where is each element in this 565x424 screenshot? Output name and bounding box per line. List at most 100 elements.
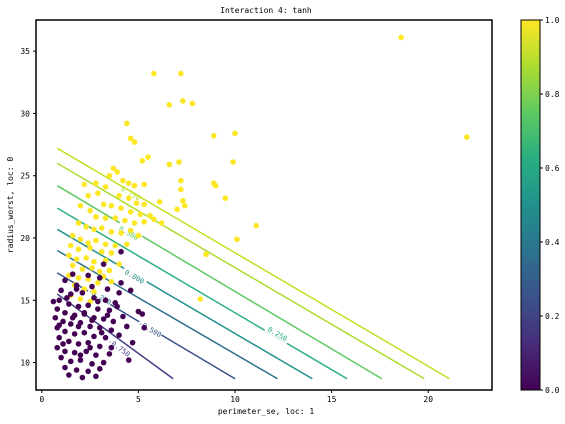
point-class-0 [79, 374, 86, 381]
point-class-0 [85, 339, 91, 346]
point-class-0 [67, 358, 74, 365]
point-class-0 [98, 329, 105, 336]
point-class-1 [118, 230, 124, 236]
point-class-1 [75, 246, 82, 253]
colorbar-ticks: 0.0 0.2 0.4 0.6 0.8 1.0 [540, 16, 560, 395]
point-class-1 [118, 205, 124, 211]
point-class-1 [127, 209, 134, 215]
point-class-0 [108, 344, 115, 351]
point-class-0 [52, 314, 59, 321]
point-class-0 [67, 321, 74, 327]
point-class-1 [141, 219, 148, 225]
point-class-0 [125, 357, 132, 363]
point-class-1 [95, 190, 101, 196]
point-class-1 [69, 232, 76, 239]
contour-line [56, 249, 278, 380]
contour-line [56, 147, 450, 380]
point-class-1 [203, 251, 209, 258]
point-class-1 [83, 255, 90, 261]
point-class-1 [212, 182, 219, 189]
point-class-1 [141, 201, 148, 208]
point-class-0 [124, 323, 130, 330]
point-class-0 [89, 283, 95, 290]
point-class-0 [91, 333, 97, 340]
point-class-0 [141, 324, 148, 331]
y-tick-label: 25 [20, 172, 30, 181]
point-class-1 [114, 169, 120, 175]
point-class-1 [102, 241, 109, 248]
x-axis: 0 5 10 15 20 [39, 390, 433, 404]
point-class-0 [89, 361, 95, 367]
point-class-1 [133, 200, 140, 206]
contour-label-bg [264, 323, 292, 344]
colorbar-tick-label: 0.0 [545, 386, 560, 395]
point-class-1 [125, 195, 132, 201]
point-class-0 [62, 309, 68, 316]
point-class-1 [79, 266, 86, 272]
point-class-1 [135, 232, 142, 239]
point-class-0 [58, 354, 64, 361]
point-class-1 [166, 161, 173, 168]
colorbar-gradient [520, 19, 541, 391]
point-class-1 [127, 227, 134, 234]
point-class-1 [178, 70, 184, 77]
contour-line [56, 162, 425, 380]
point-class-0 [66, 338, 72, 345]
colorbar: 0.0 0.2 0.4 0.6 0.8 1.0 [520, 16, 560, 395]
point-class-1 [91, 226, 97, 233]
point-class-0 [62, 348, 68, 355]
point-class-1 [145, 154, 151, 160]
point-class-1 [131, 182, 138, 189]
y-tick-label: 30 [20, 109, 30, 118]
point-class-0 [129, 339, 136, 346]
point-class-0 [83, 348, 90, 355]
point-class-1 [464, 134, 470, 140]
point-class-0 [116, 332, 122, 338]
point-class-0 [127, 287, 134, 294]
point-class-0 [71, 349, 78, 356]
x-tick-label: 10 [230, 395, 240, 404]
point-class-1 [96, 268, 103, 275]
y-tick-label: 15 [20, 296, 30, 305]
point-class-1 [73, 256, 80, 262]
chart-title: Interaction 4: tanh [220, 6, 312, 15]
point-class-0 [62, 277, 68, 284]
point-class-0 [104, 312, 111, 319]
point-class-1 [95, 280, 101, 286]
point-class-1 [158, 220, 165, 226]
point-class-1 [180, 197, 186, 204]
point-class-1 [180, 98, 186, 104]
point-class-0 [73, 367, 80, 373]
point-class-1 [222, 195, 229, 201]
point-class-1 [189, 100, 196, 107]
point-class-0 [139, 311, 146, 317]
y-tick-label: 10 [20, 359, 30, 368]
point-class-0 [108, 327, 115, 334]
colorbar-tick-label: 0.8 [545, 90, 560, 99]
point-layer [50, 34, 470, 381]
point-class-1 [151, 70, 157, 77]
point-class-1 [116, 192, 122, 199]
point-class-1 [156, 199, 163, 205]
point-class-0 [81, 309, 88, 316]
point-class-0 [85, 272, 91, 279]
point-class-1 [131, 139, 138, 145]
point-class-1 [137, 211, 144, 218]
point-class-0 [93, 352, 99, 358]
point-class-0 [91, 295, 97, 301]
point-class-1 [166, 101, 173, 108]
point-class-0 [75, 341, 82, 347]
point-class-1 [141, 181, 148, 188]
point-class-1 [102, 215, 109, 221]
point-class-1 [87, 245, 93, 251]
point-class-0 [118, 248, 124, 255]
point-class-0 [93, 373, 99, 380]
point-class-1 [124, 120, 130, 127]
point-class-0 [77, 352, 84, 358]
point-class-0 [102, 297, 109, 304]
point-class-1 [147, 212, 153, 219]
point-class-0 [56, 334, 62, 341]
y-tick-label: 35 [20, 47, 30, 56]
point-class-1 [93, 237, 99, 244]
